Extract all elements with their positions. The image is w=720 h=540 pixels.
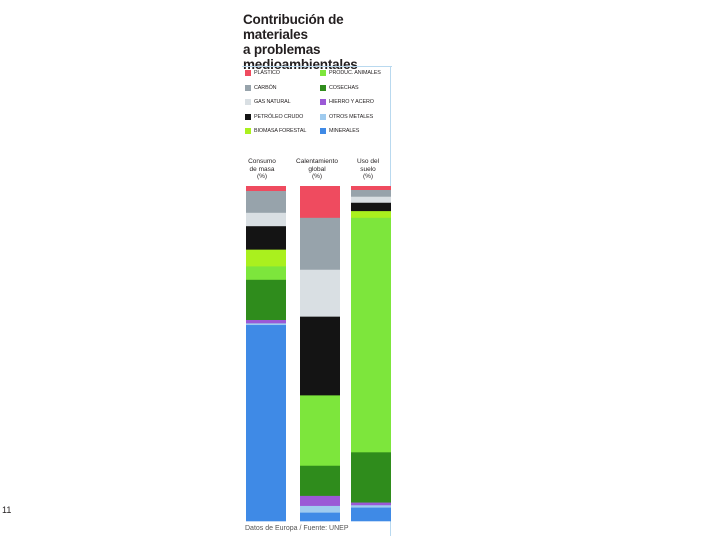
slide-number: 11 [2, 505, 12, 515]
bar-segment [246, 212, 286, 227]
legend-item: OTROS METALES [320, 113, 374, 120]
column-header-line: de masa [249, 165, 275, 173]
chart-title-line: medioambientales [243, 57, 358, 72]
bar-segment [351, 211, 391, 219]
legend-swatch [320, 70, 326, 76]
legend-item: HIERRO Y ACERO [320, 99, 374, 105]
stacked-bar-chart [246, 186, 391, 522]
legend-swatch [320, 84, 326, 91]
bar-segment [300, 186, 340, 219]
bar-segment [351, 186, 391, 191]
legend-swatch [320, 113, 326, 120]
legend-item: BIOMASA FORESTAL [245, 128, 306, 134]
column-header-line: global [308, 165, 326, 173]
legend-swatch [245, 70, 251, 76]
bar-segment [246, 266, 286, 281]
bar-segment [351, 196, 391, 204]
legend-label: COSECHAS [329, 84, 359, 91]
legend-label: BIOMASA FORESTAL [254, 128, 307, 134]
bar-segment [300, 505, 340, 513]
legend-item: CARBÓN [245, 84, 277, 91]
legend-divider [242, 66, 392, 67]
bar-segment [300, 316, 340, 396]
bar-segment [300, 269, 340, 317]
bar-segment [300, 465, 340, 497]
bar-segment [351, 202, 391, 212]
legend-label: OTROS METALES [329, 113, 374, 120]
bar-segment [300, 512, 340, 522]
bar-segment [246, 320, 286, 324]
column-header-consumo: Consumo de masa (%) [239, 158, 285, 181]
legend-swatch [320, 128, 326, 134]
legend-swatch [245, 113, 251, 120]
column-header-uso-suelo: Uso del suelo (%) [345, 158, 391, 181]
bar-segment [246, 249, 286, 267]
column-header-line: suelo [360, 165, 376, 173]
legend-item: PETRÓLEO CRUDO [245, 113, 304, 120]
bar-segment [351, 505, 391, 508]
legend-item: MINERALES [320, 128, 359, 134]
legend-item: PLÁSTICO [245, 70, 280, 76]
column-header-calentamiento: Calentamiento global (%) [294, 158, 340, 181]
column-header-line: Uso del [356, 158, 380, 165]
column-header-line: (%) [311, 173, 323, 180]
legend-label: HIERRO Y ACERO [329, 99, 374, 105]
bar-segment [246, 325, 286, 522]
legend-swatch [245, 99, 251, 105]
legend-label: PRODUC. ANIMALES [329, 70, 381, 76]
source-note: Datos de Europa / Fuente: UNEP [245, 525, 349, 532]
legend-swatch [245, 128, 251, 134]
legend-label: PLÁSTICO [254, 70, 280, 76]
bar-segment [351, 452, 391, 503]
bar-segment [246, 186, 286, 192]
bar-segment [246, 279, 286, 321]
bar-segment [351, 190, 391, 198]
infographic-card: Contribución de materiales a problemas m… [238, 8, 392, 538]
column-header-line: (%) [256, 173, 268, 180]
column-header-line: Consumo [248, 158, 276, 165]
bar-segment [351, 507, 391, 522]
column-header-line: (%) [362, 173, 374, 180]
column-header-line: Calentamiento [296, 158, 338, 165]
legend-item: COSECHAS [320, 84, 359, 91]
bar-segment [351, 502, 391, 506]
legend-item: GAS NATURAL [245, 99, 291, 105]
legend-swatch [320, 99, 326, 105]
chart-title-line: a problemas [243, 42, 321, 57]
bar-segment [246, 191, 286, 214]
legend-item: PRODUC. ANIMALES [320, 70, 381, 76]
bar-segment [246, 323, 286, 326]
bar-segment [300, 495, 340, 507]
bar-segment [246, 226, 286, 250]
legend-label: PETRÓLEO CRUDO [254, 113, 304, 120]
legend-swatch [245, 84, 251, 91]
legend-label: MINERALES [329, 128, 360, 134]
chart-title-line: Contribución de materiales [243, 12, 344, 42]
legend-label: CARBÓN [254, 84, 277, 91]
legend-label: GAS NATURAL [254, 99, 291, 105]
bar-segment [351, 217, 391, 453]
chart-title: Contribución de materiales a problemas m… [243, 12, 393, 72]
bar-segment [300, 217, 340, 271]
bar-segment [300, 395, 340, 467]
